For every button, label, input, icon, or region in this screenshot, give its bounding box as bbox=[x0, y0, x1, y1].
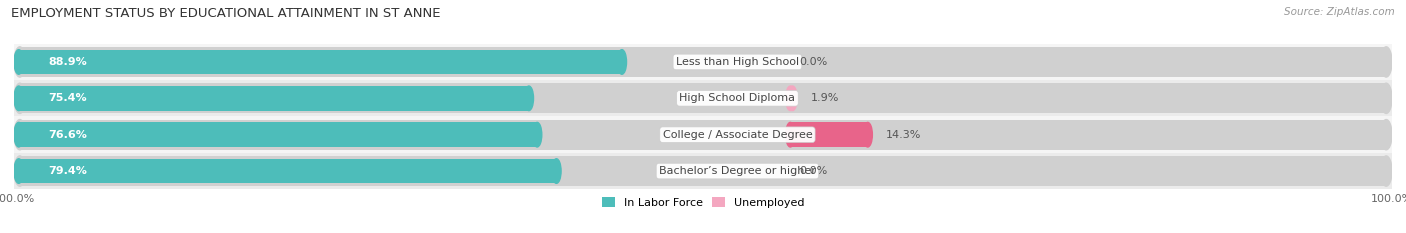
Circle shape bbox=[863, 122, 872, 147]
Bar bbox=[18, 50, 621, 74]
Circle shape bbox=[787, 86, 797, 111]
Text: Source: ZipAtlas.com: Source: ZipAtlas.com bbox=[1284, 7, 1395, 17]
Circle shape bbox=[14, 120, 25, 150]
Bar bbox=[20, 83, 1386, 113]
Bar bbox=[14, 44, 1392, 80]
Circle shape bbox=[524, 86, 533, 111]
Circle shape bbox=[786, 122, 794, 147]
Circle shape bbox=[14, 47, 25, 77]
Circle shape bbox=[786, 86, 794, 111]
Bar bbox=[20, 47, 1386, 77]
Circle shape bbox=[14, 86, 24, 111]
Circle shape bbox=[14, 50, 24, 74]
Bar bbox=[790, 86, 793, 111]
Text: 79.4%: 79.4% bbox=[48, 166, 87, 176]
Circle shape bbox=[14, 156, 25, 186]
Circle shape bbox=[1381, 120, 1392, 150]
Text: 14.3%: 14.3% bbox=[886, 130, 921, 140]
Bar bbox=[18, 159, 557, 183]
Text: EMPLOYMENT STATUS BY EDUCATIONAL ATTAINMENT IN ST ANNE: EMPLOYMENT STATUS BY EDUCATIONAL ATTAINM… bbox=[11, 7, 440, 20]
Bar bbox=[18, 122, 537, 147]
Bar bbox=[20, 156, 1386, 186]
Circle shape bbox=[551, 159, 561, 183]
Text: Bachelor’s Degree or higher: Bachelor’s Degree or higher bbox=[659, 166, 815, 176]
Text: Less than High School: Less than High School bbox=[676, 57, 799, 67]
Circle shape bbox=[533, 122, 541, 147]
Text: 76.6%: 76.6% bbox=[48, 130, 87, 140]
Circle shape bbox=[14, 122, 24, 147]
Circle shape bbox=[14, 83, 25, 113]
Text: 75.4%: 75.4% bbox=[48, 93, 87, 103]
Circle shape bbox=[1381, 83, 1392, 113]
Bar bbox=[790, 122, 868, 147]
Text: High School Diploma: High School Diploma bbox=[679, 93, 796, 103]
Circle shape bbox=[617, 50, 627, 74]
Text: 1.9%: 1.9% bbox=[811, 93, 839, 103]
Bar bbox=[14, 153, 1392, 189]
Text: 0.0%: 0.0% bbox=[800, 166, 828, 176]
Legend: In Labor Force, Unemployed: In Labor Force, Unemployed bbox=[602, 197, 804, 208]
Text: 0.0%: 0.0% bbox=[800, 57, 828, 67]
Bar bbox=[14, 116, 1392, 153]
Circle shape bbox=[1381, 47, 1392, 77]
Bar bbox=[14, 80, 1392, 116]
Bar bbox=[18, 86, 529, 111]
Circle shape bbox=[1381, 156, 1392, 186]
Text: 88.9%: 88.9% bbox=[48, 57, 87, 67]
Circle shape bbox=[14, 159, 24, 183]
Bar bbox=[20, 120, 1386, 150]
Text: College / Associate Degree: College / Associate Degree bbox=[662, 130, 813, 140]
